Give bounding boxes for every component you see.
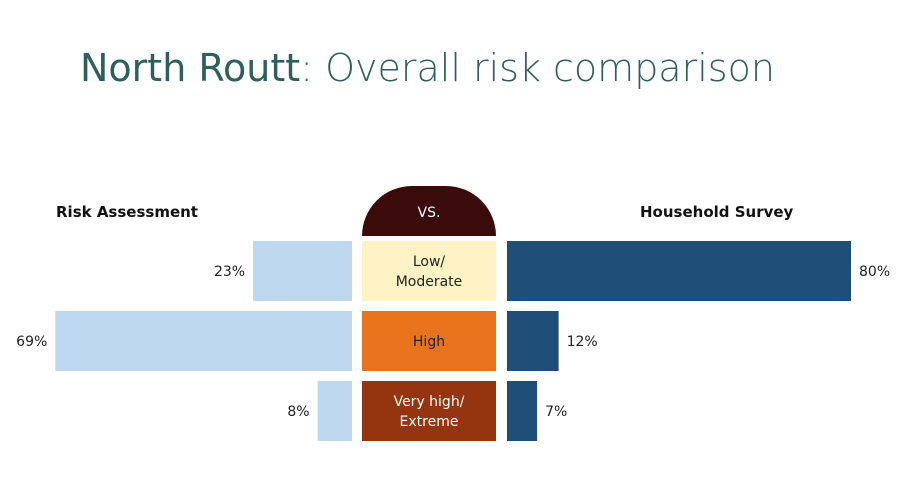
page-title: North Routt: Overall risk comparison <box>80 46 775 90</box>
category-label: Low/ <box>413 254 446 270</box>
category-box <box>362 311 496 371</box>
category-box <box>362 381 496 441</box>
category-label: Very high/ <box>394 394 465 410</box>
left-series-header: Risk Assessment <box>56 203 198 221</box>
right-bar <box>507 381 538 441</box>
category-label: Moderate <box>396 274 463 290</box>
category-box <box>362 241 496 301</box>
left-bar-label: 69% <box>16 334 47 350</box>
category-label: Extreme <box>400 414 459 430</box>
left-bar-label: 23% <box>214 264 245 280</box>
right-bar-label: 80% <box>859 264 890 280</box>
category-label: High <box>413 334 445 350</box>
title-lead: North Routt <box>80 46 301 90</box>
right-bar-label: 12% <box>567 334 598 350</box>
right-series-header: Household Survey <box>640 203 794 221</box>
right-bar-label: 7% <box>545 404 567 420</box>
left-bar <box>55 311 353 371</box>
right-bar <box>507 241 851 301</box>
left-bar <box>253 241 352 301</box>
title-rest: : Overall risk comparison <box>300 46 775 90</box>
vs-label: VS. <box>417 205 441 221</box>
left-bar <box>317 381 352 441</box>
right-bar <box>507 311 559 371</box>
vs-cap <box>362 186 496 236</box>
left-bar-label: 8% <box>287 404 309 420</box>
